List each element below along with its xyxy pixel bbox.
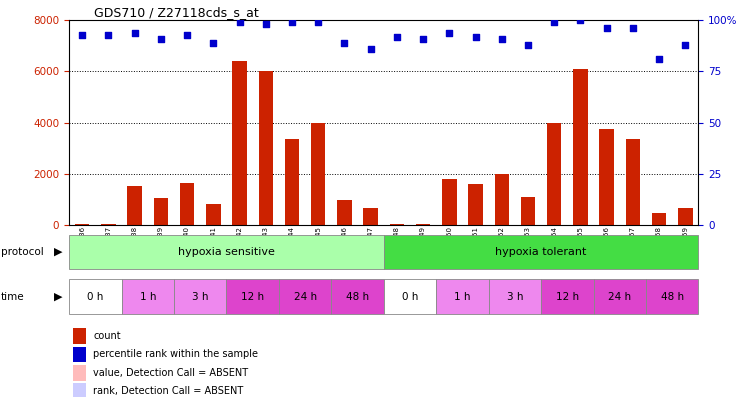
Bar xyxy=(279,279,331,314)
Bar xyxy=(74,365,86,381)
Text: rank, Detection Call = ABSENT: rank, Detection Call = ABSENT xyxy=(93,386,243,396)
Point xyxy=(181,31,193,38)
Text: ▶: ▶ xyxy=(54,292,62,302)
Text: 12 h: 12 h xyxy=(556,292,579,302)
Bar xyxy=(626,139,640,225)
Point xyxy=(286,19,298,26)
Bar xyxy=(384,235,698,269)
Bar xyxy=(469,184,483,225)
Bar xyxy=(489,279,541,314)
Bar xyxy=(390,224,404,225)
Text: 24 h: 24 h xyxy=(294,292,317,302)
Text: hypoxia sensitive: hypoxia sensitive xyxy=(178,247,275,257)
Point xyxy=(312,19,324,26)
Point xyxy=(443,29,455,36)
Text: 0 h: 0 h xyxy=(87,292,104,302)
Text: 48 h: 48 h xyxy=(661,292,683,302)
Bar xyxy=(436,279,489,314)
Bar xyxy=(74,328,86,344)
Point xyxy=(339,40,351,46)
Text: 12 h: 12 h xyxy=(241,292,264,302)
Bar xyxy=(573,69,587,225)
Point xyxy=(76,31,88,38)
Bar xyxy=(74,347,86,362)
Text: GDS710 / Z27118cds_s_at: GDS710 / Z27118cds_s_at xyxy=(95,6,259,19)
Bar xyxy=(331,279,384,314)
Bar xyxy=(258,71,273,225)
Bar xyxy=(337,200,351,225)
Point xyxy=(207,40,219,46)
Text: time: time xyxy=(1,292,24,302)
Bar xyxy=(384,279,436,314)
Point xyxy=(680,42,692,48)
Bar xyxy=(122,279,174,314)
Point xyxy=(522,42,534,48)
Bar xyxy=(69,235,384,269)
Text: 24 h: 24 h xyxy=(608,292,632,302)
Bar xyxy=(69,279,122,314)
Bar xyxy=(75,224,89,225)
Bar xyxy=(599,129,614,225)
Bar xyxy=(232,61,247,225)
Bar xyxy=(593,279,646,314)
Bar xyxy=(646,279,698,314)
Text: 1 h: 1 h xyxy=(140,292,156,302)
Point xyxy=(155,35,167,42)
Point xyxy=(601,25,613,32)
Point xyxy=(128,29,140,36)
Text: 3 h: 3 h xyxy=(192,292,209,302)
Point xyxy=(653,56,665,62)
Text: 48 h: 48 h xyxy=(346,292,369,302)
Point xyxy=(234,19,246,26)
Bar xyxy=(285,139,299,225)
Point xyxy=(548,19,560,26)
Text: hypoxia tolerant: hypoxia tolerant xyxy=(496,247,587,257)
Text: ▶: ▶ xyxy=(54,247,62,257)
Text: 0 h: 0 h xyxy=(402,292,418,302)
Point xyxy=(469,33,481,40)
Point xyxy=(391,33,403,40)
Point xyxy=(102,31,114,38)
Point xyxy=(575,17,587,23)
Bar xyxy=(174,279,227,314)
Bar xyxy=(74,384,86,399)
Text: protocol: protocol xyxy=(1,247,44,257)
Bar xyxy=(678,208,692,225)
Bar xyxy=(101,224,116,225)
Text: 1 h: 1 h xyxy=(454,292,471,302)
Text: percentile rank within the sample: percentile rank within the sample xyxy=(93,350,258,359)
Point xyxy=(496,35,508,42)
Point xyxy=(260,21,272,28)
Bar xyxy=(442,179,457,225)
Bar xyxy=(495,174,509,225)
Point xyxy=(417,35,429,42)
Bar xyxy=(128,186,142,225)
Bar xyxy=(520,197,535,225)
Bar xyxy=(547,122,562,225)
Bar xyxy=(416,224,430,225)
Bar xyxy=(227,279,279,314)
Bar xyxy=(206,204,221,225)
Text: count: count xyxy=(93,331,121,341)
Bar xyxy=(180,183,195,225)
Text: 3 h: 3 h xyxy=(507,292,523,302)
Bar xyxy=(652,213,666,225)
Bar xyxy=(541,279,593,314)
Bar xyxy=(154,198,168,225)
Point xyxy=(627,25,639,32)
Bar xyxy=(311,122,325,225)
Bar xyxy=(363,208,378,225)
Point xyxy=(365,46,377,52)
Text: value, Detection Call = ABSENT: value, Detection Call = ABSENT xyxy=(93,368,248,378)
